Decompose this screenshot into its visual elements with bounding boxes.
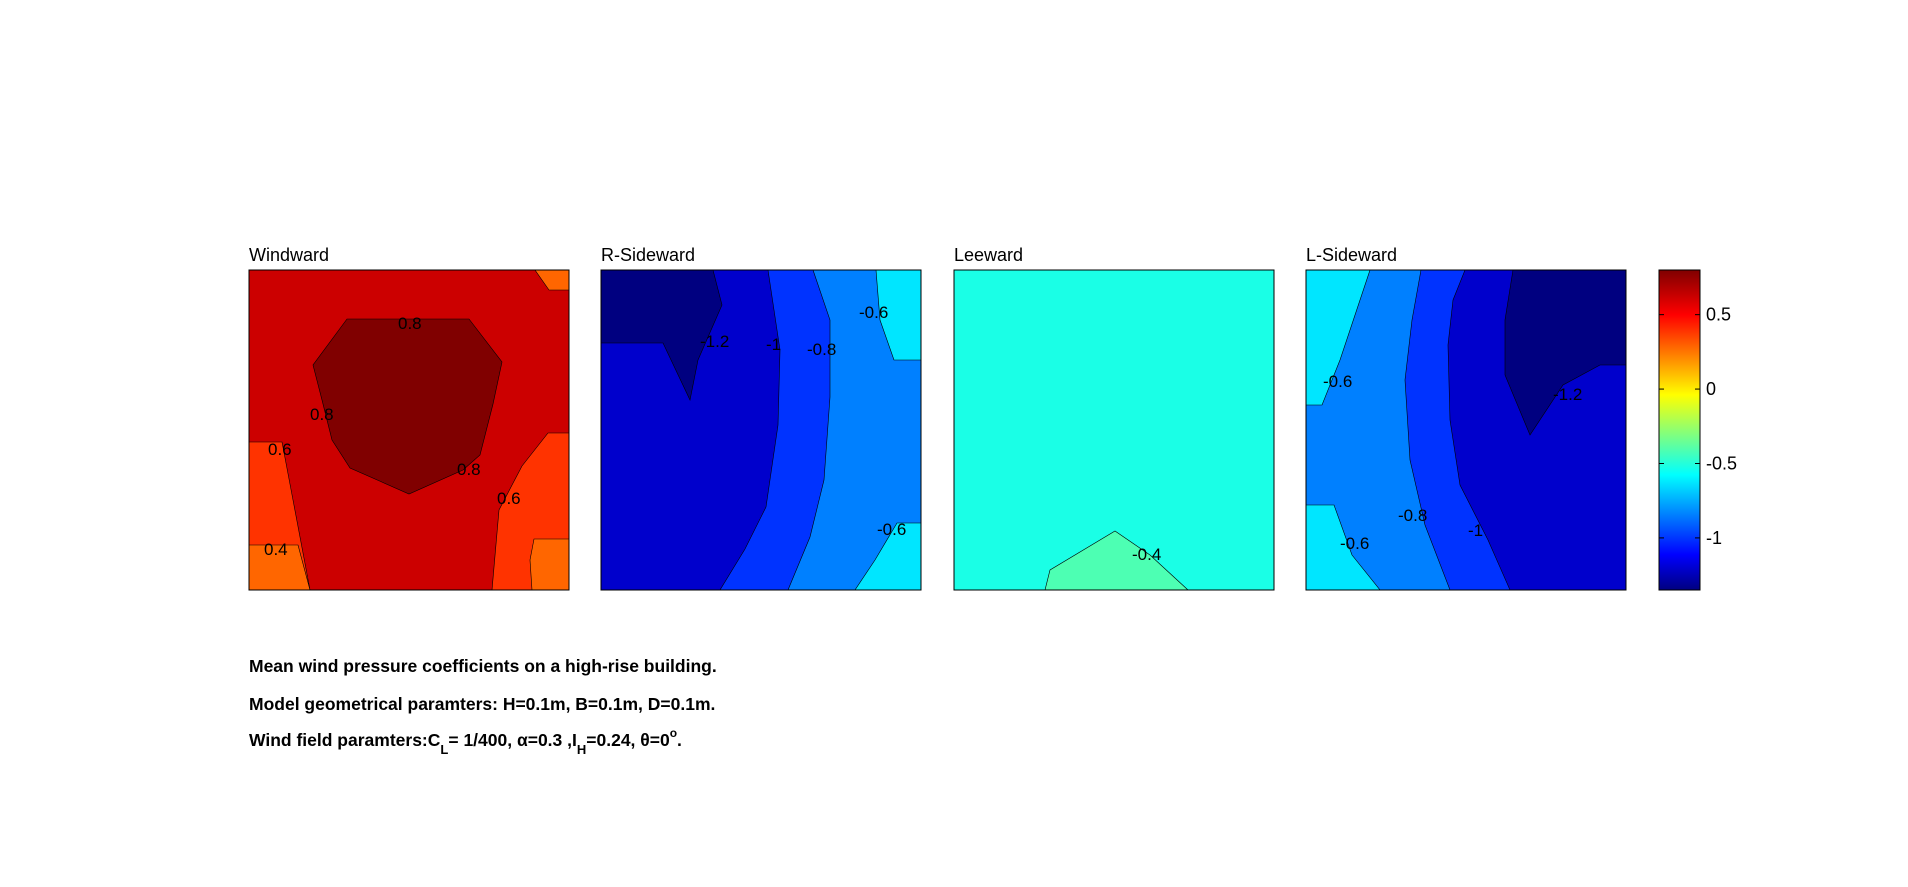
contour-labels: 0.8 0.8 0.8 0.6 0.6 0.4 -1.2 -1 -0.8 -0.… xyxy=(264,303,1582,564)
contour-label: -0.6 xyxy=(877,520,906,539)
caption-theta: θ xyxy=(640,730,649,750)
region-windward-right-0.3 xyxy=(529,538,570,591)
caption-line-3-mid4: =0 xyxy=(650,730,670,750)
caption-sub-l: L xyxy=(440,742,448,757)
colorbar-tick-label: 0.5 xyxy=(1706,305,1731,325)
contour-label: -1 xyxy=(1468,521,1483,540)
colorbar-ticks: 0.5 0 -0.5 -1 xyxy=(1659,305,1737,548)
caption-line-3: Wind field paramters:CL= 1/400, α=0.3 ,I… xyxy=(249,726,682,757)
caption-line-3-mid1: = 1/400, xyxy=(448,730,517,750)
contour-label: -1 xyxy=(766,335,781,354)
colorbar-tick-label: 0 xyxy=(1706,379,1716,399)
colorbar-tick-label: -1 xyxy=(1706,528,1722,548)
panel-windward: Windward xyxy=(248,245,570,591)
frame-leeward xyxy=(953,269,1275,591)
caption-sup-o: o xyxy=(670,726,677,740)
panel-title-l-sideward: L-Sideward xyxy=(1306,245,1397,265)
panel-r-sideward: R-Sideward xyxy=(600,245,922,591)
region-rside-1.3 xyxy=(600,269,723,401)
panel-leeward: Leeward xyxy=(953,245,1275,591)
panel-title-r-sideward: R-Sideward xyxy=(601,245,695,265)
colorbar-tick-label: -0.5 xyxy=(1706,453,1737,473)
frame-r-sideward xyxy=(600,269,922,591)
contour-label: -0.6 xyxy=(859,303,888,322)
caption-line-3-mid2: =0.3 ,I xyxy=(528,730,577,750)
caption-line-3-prefix: Wind field paramters:C xyxy=(249,730,441,750)
caption-alpha: α xyxy=(517,730,528,750)
panel-title-windward: Windward xyxy=(249,245,329,265)
panel-l-sideward: L-Sideward xyxy=(1305,245,1627,591)
contour-label: 0.6 xyxy=(268,440,292,459)
caption-line-3-end: . xyxy=(677,730,682,750)
contour-label: -0.6 xyxy=(1340,534,1369,553)
contour-label: -1.2 xyxy=(700,332,729,351)
caption-line-2: Model geometrical paramters: H=0.1m, B=0… xyxy=(249,694,715,714)
frame-l-sideward xyxy=(1305,269,1627,591)
caption-line-3-mid3: =0.24, xyxy=(586,730,640,750)
contour-label: -0.4 xyxy=(1132,545,1161,564)
contour-label: 0.4 xyxy=(264,540,288,559)
caption-line-1: Mean wind pressure coefficients on a hig… xyxy=(249,656,717,676)
contour-label: 0.8 xyxy=(457,460,481,479)
region-windward-core-0.85 xyxy=(312,318,503,495)
contour-label: -1.2 xyxy=(1553,385,1582,404)
colorbar: 0.5 0 -0.5 -1 xyxy=(1658,269,1737,591)
contour-label: 0.8 xyxy=(398,314,422,333)
caption-sub-h: H xyxy=(577,742,586,757)
contour-label: -0.6 xyxy=(1323,372,1352,391)
contour-label: -0.8 xyxy=(807,340,836,359)
contour-label: -0.8 xyxy=(1398,506,1427,525)
panel-title-leeward: Leeward xyxy=(954,245,1023,265)
contour-label: 0.8 xyxy=(310,405,334,424)
colorbar-gradient xyxy=(1658,269,1701,591)
contour-label: 0.6 xyxy=(497,489,521,508)
caption: Mean wind pressure coefficients on a hig… xyxy=(249,656,717,757)
frame-windward xyxy=(248,269,570,591)
